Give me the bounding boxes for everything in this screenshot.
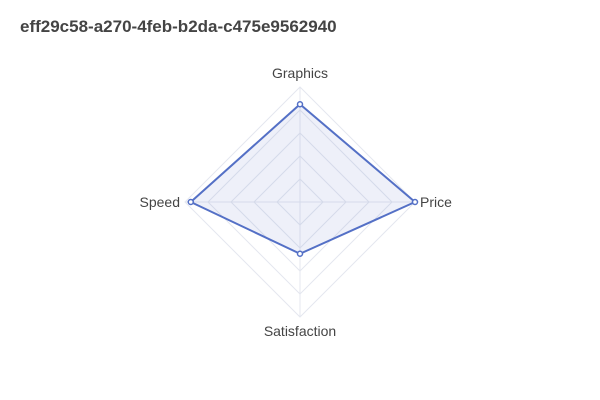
data-point-speed — [187, 198, 194, 206]
series-area — [189, 103, 416, 255]
data-point-satisfaction — [296, 250, 304, 257]
axis-label-satisfaction: Satisfaction — [264, 323, 336, 339]
data-point-graphics — [296, 101, 304, 108]
axis-label-price: Price — [420, 194, 452, 210]
axis-label-graphics: Graphics — [272, 65, 328, 81]
radar-series — [187, 101, 419, 257]
axis-labels: Graphics Price Satisfaction Speed — [140, 65, 453, 339]
data-point-price — [411, 198, 419, 206]
axis-label-speed: Speed — [140, 194, 180, 210]
chart-title: eff29c58-a270-4feb-b2da-c475e9562940 — [20, 17, 337, 36]
radar-axes — [185, 87, 415, 317]
